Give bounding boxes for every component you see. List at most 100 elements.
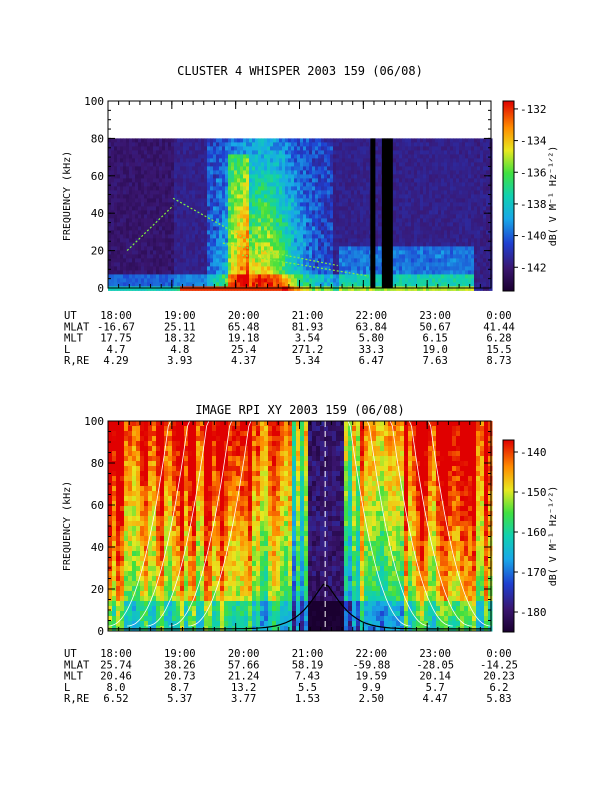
heat-cell bbox=[207, 262, 211, 267]
heat-cell bbox=[141, 242, 145, 247]
heat-cell bbox=[114, 210, 118, 215]
heat-cell bbox=[114, 266, 118, 271]
heat-cell bbox=[174, 158, 178, 163]
heat-cell bbox=[444, 186, 448, 191]
heat-cell bbox=[309, 198, 313, 203]
heat-cell bbox=[255, 278, 259, 283]
heat-cell bbox=[459, 150, 463, 155]
heat-cell bbox=[273, 210, 277, 215]
heat-cell bbox=[180, 146, 184, 151]
heat-cell bbox=[252, 150, 256, 155]
heat-cell bbox=[483, 230, 487, 235]
heat-cell bbox=[192, 186, 196, 191]
heat-cell bbox=[324, 238, 328, 243]
heat-cell bbox=[465, 278, 469, 283]
heat-cell bbox=[225, 218, 229, 223]
heat-cell bbox=[423, 250, 427, 255]
heat-cell bbox=[126, 186, 130, 191]
heat-cell bbox=[456, 206, 460, 211]
heat-cell bbox=[246, 174, 250, 179]
heat-cell bbox=[234, 190, 238, 195]
heat-cell bbox=[243, 218, 247, 223]
heat-cell bbox=[273, 198, 277, 203]
heat-cell bbox=[255, 174, 259, 179]
heat-cell bbox=[222, 214, 226, 219]
heat-cell bbox=[375, 262, 379, 267]
heat-cell bbox=[306, 170, 310, 175]
heat-cell bbox=[294, 262, 298, 267]
heat-cell bbox=[123, 270, 127, 275]
heat-cell bbox=[222, 230, 226, 235]
heat-cell bbox=[198, 202, 202, 207]
heat-cell bbox=[294, 194, 298, 199]
heat-cell bbox=[285, 142, 289, 147]
heat-cell bbox=[468, 258, 472, 263]
heat-cell bbox=[249, 182, 253, 187]
heat-cell bbox=[378, 178, 382, 183]
heat-cell bbox=[366, 282, 370, 287]
heat-cell bbox=[237, 146, 241, 151]
heat-cell bbox=[417, 186, 421, 191]
heat-cell bbox=[243, 146, 247, 151]
heat-cell bbox=[261, 162, 265, 167]
heat-cell bbox=[441, 266, 445, 271]
heat-cell bbox=[450, 242, 454, 247]
heat-cell bbox=[333, 202, 337, 207]
heat-cell bbox=[411, 174, 415, 179]
heat-cell bbox=[240, 162, 244, 167]
heat-cell bbox=[408, 142, 412, 147]
heat-cell bbox=[285, 162, 289, 167]
heat-cell bbox=[348, 162, 352, 167]
heat-cell bbox=[237, 170, 241, 175]
heat-cell bbox=[156, 222, 160, 227]
heat-cell bbox=[231, 278, 235, 283]
heat-cell bbox=[429, 194, 433, 199]
heat-cell bbox=[141, 198, 145, 203]
heat-cell bbox=[411, 142, 415, 147]
heat-cell bbox=[126, 138, 130, 143]
heat-cell bbox=[459, 254, 463, 259]
heat-cell bbox=[432, 230, 436, 235]
heat-cell bbox=[252, 234, 256, 239]
heat-cell bbox=[336, 226, 340, 231]
heat-cell bbox=[192, 142, 196, 147]
heat-cell bbox=[165, 138, 169, 143]
heat-cell bbox=[363, 266, 367, 271]
heat-cell bbox=[318, 234, 322, 239]
heat-cell bbox=[339, 178, 343, 183]
heat-cell bbox=[114, 178, 118, 183]
heat-cell bbox=[459, 198, 463, 203]
heat-cell bbox=[447, 154, 451, 159]
heat-cell bbox=[408, 254, 412, 259]
heat-cell bbox=[483, 154, 487, 159]
heat-cell bbox=[420, 182, 424, 187]
heat-cell bbox=[216, 210, 220, 215]
heat-cell bbox=[420, 242, 424, 247]
heat-cell bbox=[375, 234, 379, 239]
heat-cell bbox=[138, 202, 142, 207]
heat-cell bbox=[411, 194, 415, 199]
heat-cell bbox=[345, 226, 349, 231]
heat-cell bbox=[243, 266, 247, 271]
heat-cell bbox=[468, 202, 472, 207]
heat-cell bbox=[282, 230, 286, 235]
heat-cell bbox=[228, 190, 232, 195]
heat-cell bbox=[423, 190, 427, 195]
heat-cell bbox=[204, 262, 208, 267]
heat-cell bbox=[315, 270, 319, 275]
heat-cell bbox=[171, 258, 175, 263]
heat-cell bbox=[198, 242, 202, 247]
heat-cell bbox=[201, 158, 205, 163]
heat-cell bbox=[450, 262, 454, 267]
heat-cell bbox=[408, 182, 412, 187]
heat-cell bbox=[276, 230, 280, 235]
heat-cell bbox=[345, 154, 349, 159]
heat-cell bbox=[264, 250, 268, 255]
heat-cell bbox=[207, 242, 211, 247]
heat-cell bbox=[189, 270, 193, 275]
heat-cell bbox=[162, 266, 166, 271]
heat-cell bbox=[477, 250, 481, 255]
heat-cell bbox=[432, 202, 436, 207]
heat-cell bbox=[366, 262, 370, 267]
heat-cell bbox=[462, 210, 466, 215]
